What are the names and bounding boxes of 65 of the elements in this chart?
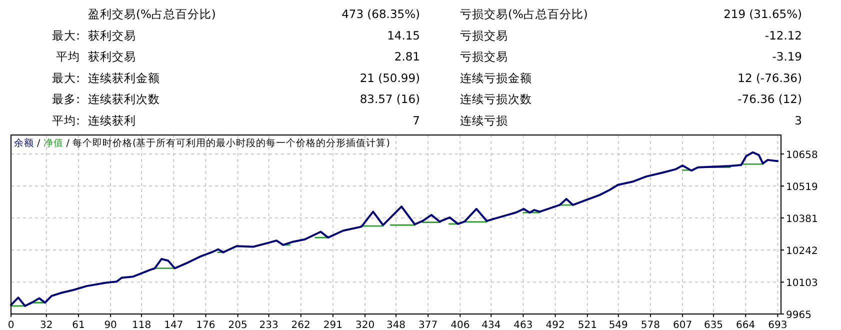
text: 获利交易 bbox=[88, 28, 136, 42]
x-tick-label: 176 bbox=[196, 320, 216, 330]
x-tick-label: 406 bbox=[450, 320, 470, 330]
x-tick-label: 607 bbox=[672, 320, 692, 330]
text: 连续获利金额 bbox=[88, 70, 160, 85]
text: -3.19 bbox=[772, 50, 802, 64]
x-tick-label: 521 bbox=[578, 320, 597, 330]
text: 473 (68.35%) bbox=[342, 7, 420, 21]
text: 3 bbox=[794, 114, 802, 128]
x-tick-label: 664 bbox=[736, 320, 756, 330]
x-tick-label: 377 bbox=[418, 320, 438, 330]
x-tick-label: 118 bbox=[132, 320, 152, 330]
text: 余额 bbox=[14, 137, 34, 149]
x-tick-label: 61 bbox=[72, 320, 85, 330]
text: 21 (50.99) bbox=[360, 70, 420, 85]
text: 7 bbox=[412, 114, 420, 128]
text: 盈利交易(%占总百分比) bbox=[88, 7, 216, 21]
text: 83.57 (16) bbox=[360, 92, 420, 106]
x-tick-label: 463 bbox=[514, 320, 533, 330]
x-tick-label: 147 bbox=[164, 320, 184, 330]
y-tick-label: 10381 bbox=[786, 214, 818, 225]
text: 亏损交易(%占总百分比) bbox=[460, 7, 588, 21]
x-tick-label: 233 bbox=[259, 320, 278, 330]
chart-title: 每个即时价格(基于所有可利用的最小时段的每一个价格的分形插值计算) bbox=[72, 137, 390, 149]
text: -12.12 bbox=[764, 28, 802, 42]
text: 219 (31.65%) bbox=[724, 7, 802, 21]
text: 净值 bbox=[43, 137, 64, 149]
x-tick-label: 578 bbox=[640, 320, 660, 330]
y-tick-label: 9965 bbox=[786, 310, 812, 321]
x-tick-label: 693 bbox=[768, 320, 788, 330]
text: 2.81 bbox=[394, 50, 420, 64]
x-tick-label: 434 bbox=[482, 320, 501, 330]
x-tick-label: 549 bbox=[608, 320, 628, 330]
text: 亏损交易 bbox=[460, 28, 508, 42]
y-tick-label: 10103 bbox=[786, 278, 818, 290]
text: 14.15 bbox=[387, 28, 420, 42]
annotation: / bbox=[34, 138, 44, 149]
text: 亏损交易 bbox=[460, 50, 508, 64]
text: 平均 bbox=[56, 50, 80, 64]
text: 12 (-76.36) bbox=[738, 70, 802, 85]
y-tick-label: 10242 bbox=[786, 246, 818, 258]
y-tick-label: 10519 bbox=[786, 182, 818, 194]
x-tick-label: 205 bbox=[228, 320, 248, 330]
text: 最大: bbox=[52, 70, 80, 85]
text: 连续亏损金额 bbox=[460, 70, 532, 85]
text: 连续亏损 bbox=[460, 114, 508, 128]
text: 连续亏损次数 bbox=[460, 92, 532, 106]
y-tick-label: 10658 bbox=[786, 150, 818, 161]
text: 连续获利次数 bbox=[88, 92, 160, 106]
x-tick-label: 348 bbox=[386, 320, 406, 330]
x-tick-label: 291 bbox=[323, 320, 342, 330]
text: 获利交易 bbox=[88, 50, 136, 64]
x-tick-label: 0 bbox=[8, 320, 14, 330]
text: / bbox=[66, 138, 70, 149]
x-tick-label: 320 bbox=[355, 320, 375, 330]
text: 连续获利 bbox=[88, 114, 136, 128]
x-tick-label: 262 bbox=[291, 320, 310, 330]
text: 最大: bbox=[52, 28, 80, 42]
x-tick-label: 492 bbox=[546, 320, 565, 330]
text: -76.36 (12) bbox=[738, 92, 802, 106]
text: 最多: bbox=[52, 92, 80, 106]
x-tick-label: 32 bbox=[40, 320, 53, 330]
text: 平均: bbox=[52, 114, 80, 128]
x-tick-label: 635 bbox=[704, 320, 724, 330]
x-tick-label: 90 bbox=[104, 320, 117, 330]
